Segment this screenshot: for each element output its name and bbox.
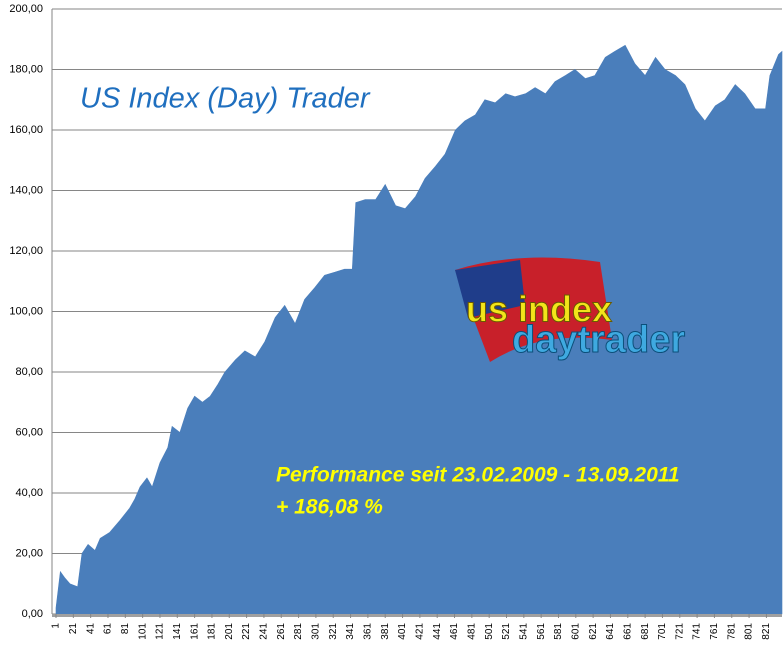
x-tick-label: 1 (51, 623, 62, 629)
x-tick-label: 281 (293, 623, 304, 640)
logo-text: us index (466, 289, 612, 330)
logo-text: daytrader (512, 319, 685, 361)
y-tick-label: 20,00 (15, 547, 43, 559)
x-tick-label: 501 (484, 623, 495, 640)
chart-title: US Index (Day) Trader (80, 83, 371, 115)
x-tick-label: 341 (345, 623, 356, 640)
logo-flag-canton (455, 260, 525, 318)
x-tick-label: 781 (726, 623, 737, 640)
x-tick-label: 201 (224, 623, 235, 640)
x-tick-label: 661 (622, 623, 633, 640)
x-tick-label: 621 (588, 623, 599, 640)
x-tick-label: 461 (449, 623, 460, 640)
x-tick-label: 401 (397, 623, 408, 640)
x-tick-label: 141 (172, 623, 183, 640)
plot: 0,00 20,00 40,00 60,00 80,00 100,00 120,00 140,… (9, 3, 783, 620)
y-tick-label: 160,00 (9, 124, 43, 136)
x-tick-label: 221 (241, 623, 252, 640)
x-tick-label: 301 (311, 623, 322, 640)
x-tick-label: 581 (553, 623, 564, 640)
x-tick-label: 321 (328, 623, 339, 640)
x-tick-label: 81 (120, 623, 131, 635)
x-tick-label: 381 (380, 623, 391, 640)
x-tick-label: 741 (692, 623, 703, 640)
annotation: + 186,08 % (276, 496, 383, 519)
annotation: Performance seit 23.02.2009 - 13.09.2011 (276, 464, 680, 487)
x-tick-label: 101 (137, 623, 148, 640)
x-tick-label: 61 (103, 623, 114, 635)
x-tick-label: 261 (276, 623, 287, 640)
x-tick-label: 561 (536, 623, 547, 640)
y-tick-label: 140,00 (9, 184, 43, 196)
x-tick-label: 541 (518, 623, 529, 640)
x-tick-label: 161 (189, 623, 200, 640)
x-tick-label: 181 (207, 623, 218, 640)
x-axis-band (52, 614, 782, 617)
y-tick-label: 100,00 (9, 305, 43, 317)
x-tick-label: 441 (432, 623, 443, 640)
y-tick-label: 200,00 (9, 3, 43, 15)
x-tick-label: 121 (155, 623, 166, 640)
x-tick-label: 681 (640, 623, 651, 640)
x-tick-label: 241 (259, 623, 270, 640)
x-tick-label: 701 (657, 623, 668, 640)
x-tick-label: 481 (466, 623, 477, 640)
x-tick-label: 361 (363, 623, 374, 640)
x-tick-label: 21 (68, 623, 79, 635)
x-tick-label: 821 (761, 623, 772, 640)
logo: us index daytrader (455, 257, 686, 362)
x-tick-label: 601 (570, 623, 581, 640)
x-tick-label: 421 (415, 623, 426, 640)
y-tick-label: 0,00 (22, 608, 43, 620)
area (55, 44, 783, 615)
y-tick-label: 80,00 (15, 366, 43, 378)
y-tick-label: 60,00 (15, 426, 43, 438)
x-tick-label: 761 (709, 623, 720, 640)
x-tick-label: 41 (85, 623, 96, 635)
x-tick-label: 721 (674, 623, 685, 640)
x-tick-label: 521 (501, 623, 512, 640)
x-tick-label: 641 (605, 623, 616, 640)
x-tick-label: 801 (744, 623, 755, 640)
y-tick-label: 40,00 (15, 487, 43, 499)
y-tick-label: 180,00 (9, 63, 43, 75)
y-tick-label: 120,00 (9, 245, 43, 257)
